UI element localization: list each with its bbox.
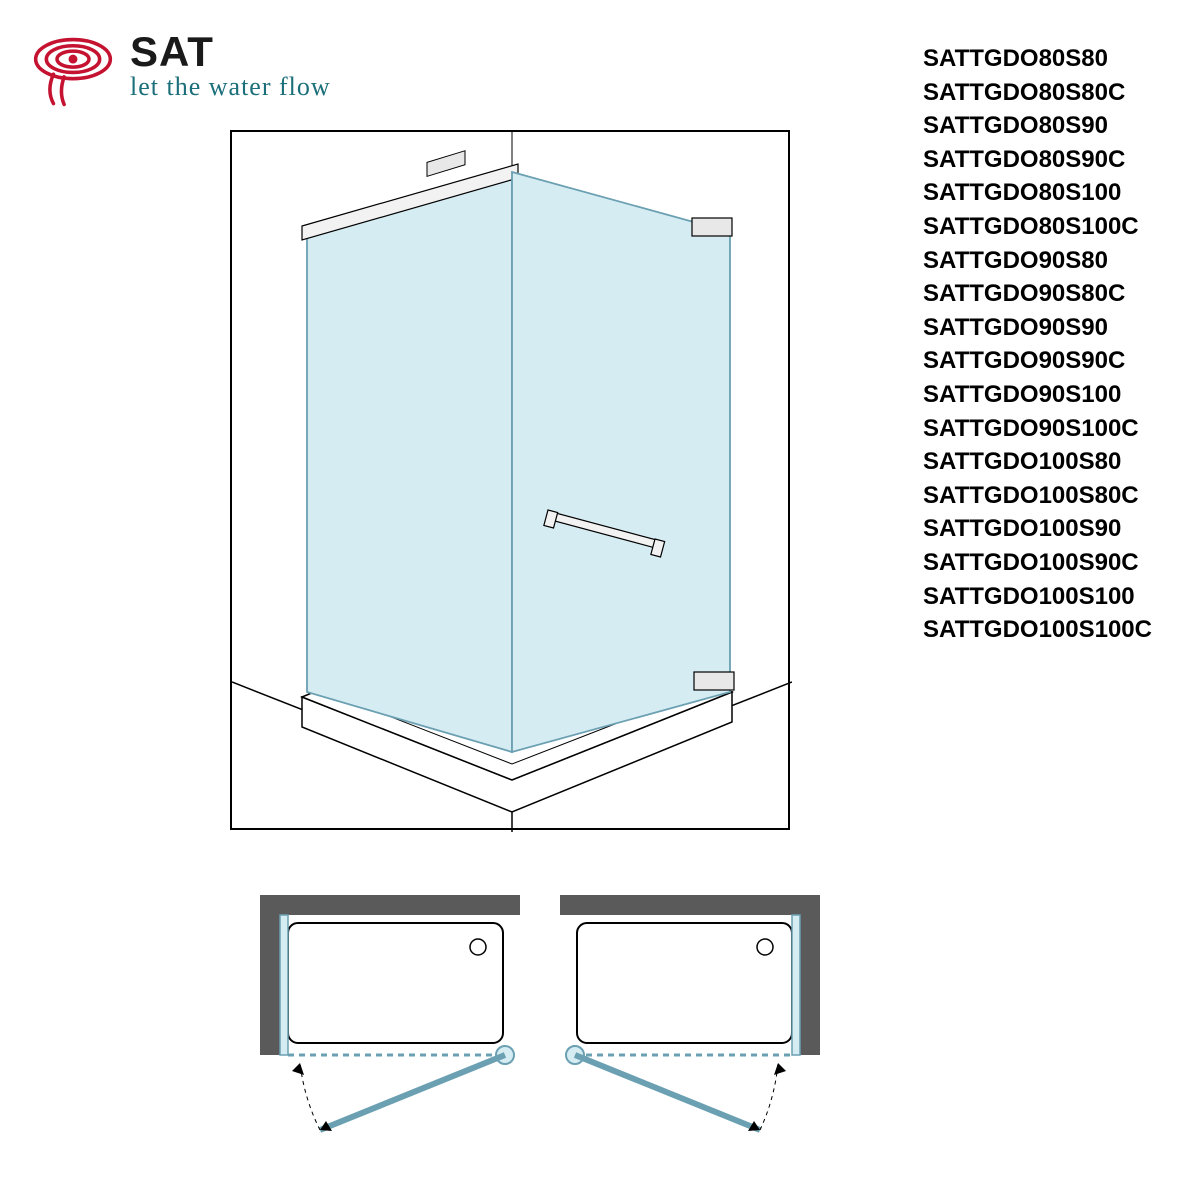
product-code: SATTGDO90S100 — [923, 378, 1152, 412]
plan-right-hinge — [560, 895, 820, 1165]
product-code: SATTGDO90S90C — [923, 344, 1152, 378]
brand-tagline: let the water flow — [130, 72, 331, 102]
product-code: SATTGDO80S80C — [923, 76, 1152, 110]
product-code: SATTGDO90S90 — [923, 311, 1152, 345]
product-code: SATTGDO100S90C — [923, 546, 1152, 580]
product-code: SATTGDO100S100 — [923, 580, 1152, 614]
product-code: SATTGDO90S80 — [923, 244, 1152, 278]
product-code: SATTGDO80S90C — [923, 143, 1152, 177]
product-code: SATTGDO100S100C — [923, 613, 1152, 647]
product-code: SATTGDO90S80C — [923, 277, 1152, 311]
product-code: SATTGDO80S100 — [923, 176, 1152, 210]
product-code: SATTGDO80S100C — [923, 210, 1152, 244]
brand-logo: SAT let the water flow — [28, 28, 331, 108]
swirl-icon — [28, 28, 118, 108]
product-code: SATTGDO100S80 — [923, 445, 1152, 479]
product-code: SATTGDO80S90 — [923, 109, 1152, 143]
product-code: SATTGDO90S100C — [923, 412, 1152, 446]
shower-enclosure-isometric — [230, 130, 790, 830]
product-code: SATTGDO80S80 — [923, 42, 1152, 76]
door-swing-plans — [260, 895, 820, 1175]
product-code-list: SATTGDO80S80SATTGDO80S80CSATTGDO80S90SAT… — [923, 42, 1152, 647]
product-code: SATTGDO100S90 — [923, 512, 1152, 546]
plan-left-hinge — [260, 895, 520, 1165]
product-code: SATTGDO100S80C — [923, 479, 1152, 513]
brand-name: SAT — [130, 28, 331, 76]
